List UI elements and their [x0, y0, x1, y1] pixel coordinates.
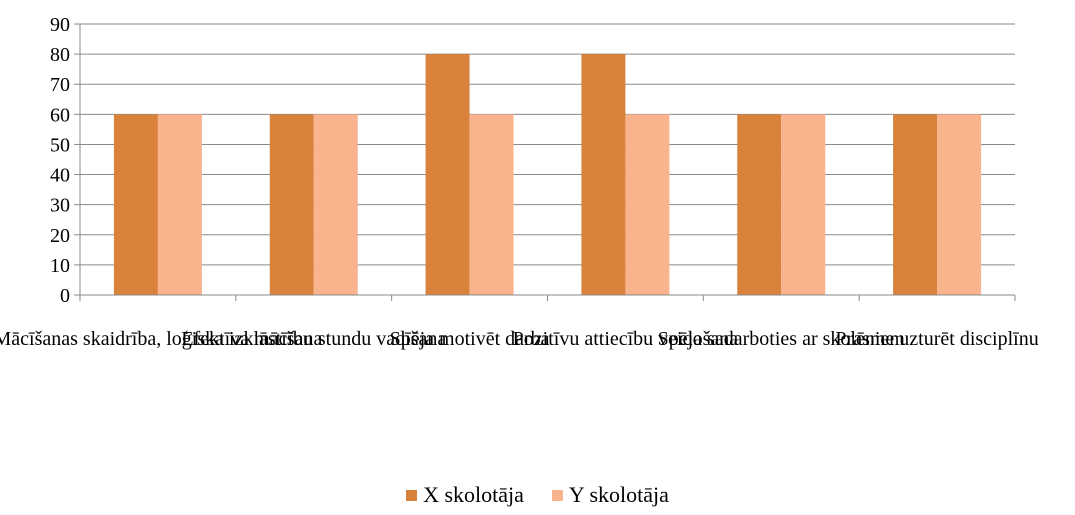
y-tick-label: 50	[50, 134, 70, 156]
y-tick-label: 90	[50, 14, 70, 36]
bar-x-3	[425, 54, 470, 295]
legend-item-y: Y skolotāja	[551, 482, 669, 508]
category-label: Prasme uzturēt disciplīnu	[835, 328, 1038, 350]
category-label: Efektīva mācību stundu vadīšana	[181, 328, 446, 350]
category-label: Pozitīvu attiecību veidošana	[513, 328, 739, 350]
legend-swatch-y	[551, 489, 563, 501]
y-tick-label: 60	[50, 104, 70, 126]
y-axis: 0 10 20 30 40 50 60 70 80 90	[50, 14, 81, 307]
legend-swatch-x	[406, 489, 418, 501]
bar-x-2	[269, 114, 314, 295]
y-tick-label: 10	[50, 255, 70, 277]
y-tick-label: 40	[50, 165, 70, 187]
y-tick-label: 20	[50, 225, 70, 247]
x-axis	[79, 294, 1016, 301]
category-label: Mācīšanas skaidrība, loģiska izklāstīšan…	[0, 328, 322, 350]
y-tick-label: 80	[50, 44, 70, 66]
category-label: Spēja motivēt darba	[390, 328, 550, 350]
category-label: Spēja sadarboties ar skolēniem	[658, 328, 906, 350]
bar-y-6	[937, 114, 982, 295]
bar-y-4	[625, 114, 670, 295]
y-tick-label: 30	[50, 195, 70, 217]
bar-x-4	[581, 54, 626, 295]
bar-x-1	[113, 114, 158, 295]
legend-label-x: X skolotāja	[423, 482, 524, 507]
y-tick-label: 0	[60, 285, 70, 307]
bar-y-2	[313, 114, 358, 295]
category-labels: Mācīšanas skaidrība, loģiska izklāstīšan…	[0, 328, 1039, 350]
y-tick-label: 70	[50, 74, 70, 96]
legend-label-y: Y skolotāja	[568, 482, 669, 507]
legend: X skolotāja Y skolotāja	[0, 482, 1075, 508]
bar-y-5	[781, 114, 826, 295]
legend-item-x: X skolotāja	[406, 482, 524, 508]
bar-x-5	[737, 114, 782, 295]
bar-x-6	[893, 114, 938, 295]
bars	[113, 54, 982, 295]
bar-y-1	[157, 114, 202, 295]
bar-y-3	[469, 114, 514, 295]
grid-lines	[80, 23, 1015, 266]
